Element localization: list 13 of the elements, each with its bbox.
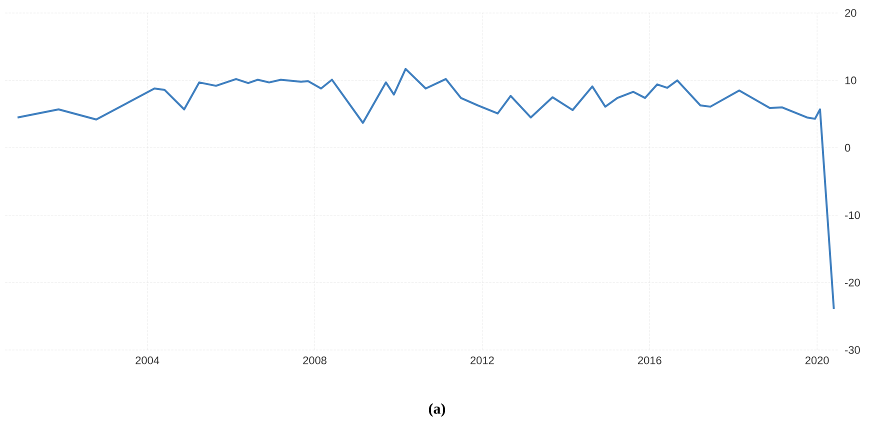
y-tick-label: 10 <box>845 76 856 84</box>
x-tick-label: 2016 <box>638 356 662 364</box>
x-tick-label: 2004 <box>136 356 160 364</box>
y-tick-label: 0 <box>844 144 850 152</box>
text: (a) <box>428 403 446 417</box>
y-tick-label: -20 <box>845 278 860 286</box>
x-tick-label: 2020 <box>805 356 829 364</box>
line-series <box>16 68 835 310</box>
y-tick-label: -30 <box>845 346 860 354</box>
x-tick-label: 2008 <box>303 356 326 364</box>
x-tick-label: 2012 <box>470 356 494 364</box>
y-tick-label: 20 <box>845 9 856 17</box>
y-tick-label: -10 <box>845 211 860 220</box>
